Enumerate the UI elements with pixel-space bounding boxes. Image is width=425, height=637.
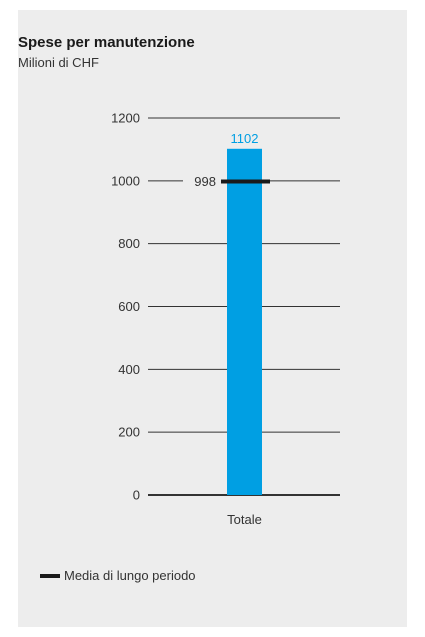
y-tick-label: 600 [118,299,140,314]
bar [227,148,262,495]
y-tick-label: 1000 [111,173,140,188]
bar-value-label: 1102 [231,131,259,146]
chart-legend: Media di lungo periodo [40,568,196,583]
y-tick-label: 800 [118,236,140,251]
legend-label: Media di lungo periodo [64,568,196,583]
chart-panel [18,10,407,627]
reference-value-label: 998 [194,174,216,189]
y-tick-label: 0 [133,488,140,503]
y-tick-label: 200 [118,425,140,440]
chart-subtitle: Milioni di CHF [18,55,99,70]
y-tick-label: 400 [118,362,140,377]
x-category-label: Totale [227,512,262,527]
legend-line-marker [40,573,60,578]
y-tick-label: 1200 [111,111,140,126]
chart-title: Spese per manutenzione [18,34,195,51]
